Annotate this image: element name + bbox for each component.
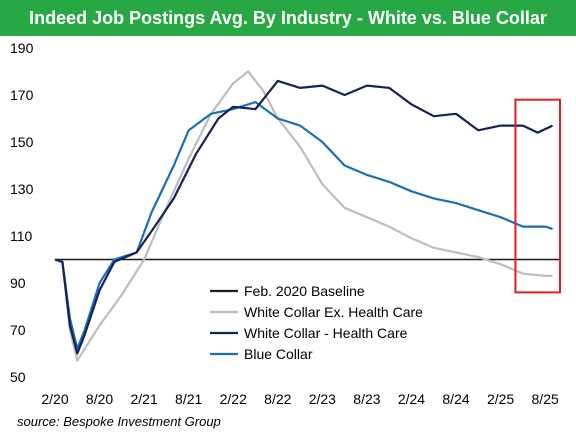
- y-tick-label: 190: [10, 40, 34, 56]
- series-line-white-collar-health-care: [54, 79, 554, 355]
- y-tick-label: 90: [10, 275, 26, 291]
- x-tick-label: 2/21: [130, 391, 157, 407]
- title-bar: [0, 0, 576, 36]
- x-tick-label: 2/24: [398, 391, 425, 407]
- chart-title: Indeed Job Postings Avg. By Industry - W…: [29, 8, 547, 28]
- y-tick-label: 70: [10, 322, 26, 338]
- source-note: source: Bespoke Investment Group: [17, 414, 221, 429]
- legend-label: Feb. 2020 Baseline: [244, 283, 365, 299]
- y-axis-labels: 50 70 90 110 130 150 170 190: [10, 40, 34, 385]
- x-tick-label: 2/23: [309, 391, 336, 407]
- x-axis-labels: 2/20 8/20 2/21 8/21 2/22 8/22 2/23 8/23 2/24 8/24…: [41, 391, 559, 407]
- legend-label: White Collar - Health Care: [244, 325, 408, 341]
- legend-label: White Collar Ex. Health Care: [244, 304, 423, 320]
- x-tick-label: 8/25: [532, 391, 559, 407]
- legend: Feb. 2020 Baseline White Collar Ex. Healt…: [210, 283, 423, 362]
- series-lines: [54, 70, 560, 362]
- x-tick-label: 2/20: [41, 391, 68, 407]
- x-tick-label: 8/23: [353, 391, 380, 407]
- series-line-blue-collar: [54, 101, 553, 350]
- x-tick-label: 8/21: [175, 391, 202, 407]
- legend-label: Blue Collar: [244, 346, 313, 362]
- x-tick-label: 8/24: [442, 391, 469, 407]
- series-line-white-collar-ex-health-care: [54, 70, 553, 362]
- y-tick-label: 50: [10, 369, 26, 385]
- y-tick-label: 110: [10, 228, 33, 244]
- x-tick-label: 8/22: [264, 391, 291, 407]
- y-tick-label: 170: [10, 87, 34, 103]
- x-tick-label: 8/20: [86, 391, 113, 407]
- y-tick-label: 150: [10, 134, 34, 150]
- x-tick-label: 2/22: [220, 391, 247, 407]
- x-tick-label: 2/25: [487, 391, 514, 407]
- y-tick-label: 130: [10, 181, 34, 197]
- highlight-box: [514, 98, 561, 294]
